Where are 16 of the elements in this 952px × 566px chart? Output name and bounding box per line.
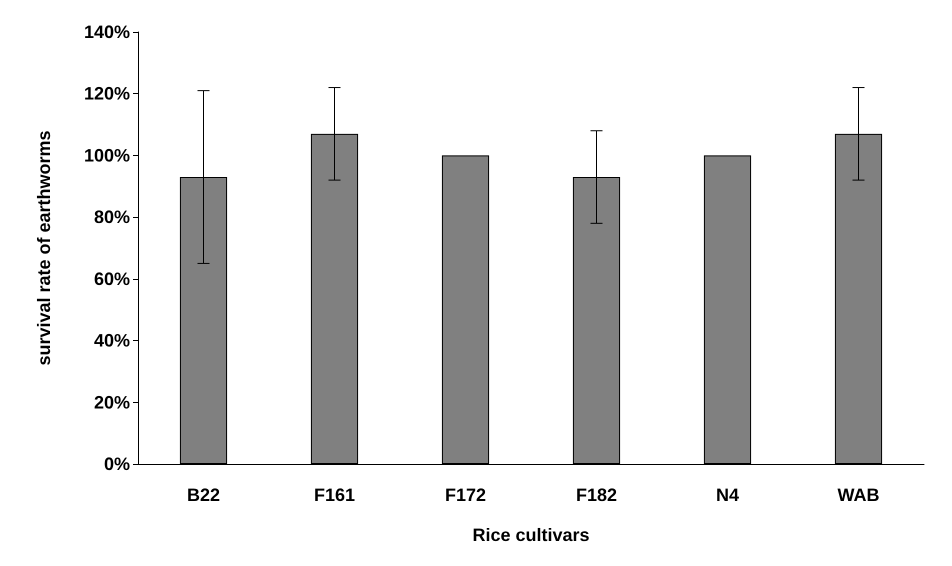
y-tick-label: 20% [94,392,130,412]
y-axis-title: survival rate of earthworms [34,130,54,366]
x-tick-label: F182 [576,485,618,505]
y-tick-label: 40% [94,330,130,351]
y-tick-label: 60% [94,268,130,289]
x-tick-label: WAB [838,485,880,505]
x-tick-label: F161 [314,485,356,505]
x-tick-label: B22 [186,485,220,505]
y-tick-label: 80% [94,207,130,228]
x-tick-label: N4 [716,485,740,505]
x-tick-label: F172 [444,485,486,505]
x-axis-title: Rice cultivars [472,525,590,545]
y-tick-label: 100% [84,145,130,166]
y-tick-label: 0% [104,454,130,474]
y-tick-label: 140% [84,22,130,42]
y-tick-label: 120% [84,84,130,104]
